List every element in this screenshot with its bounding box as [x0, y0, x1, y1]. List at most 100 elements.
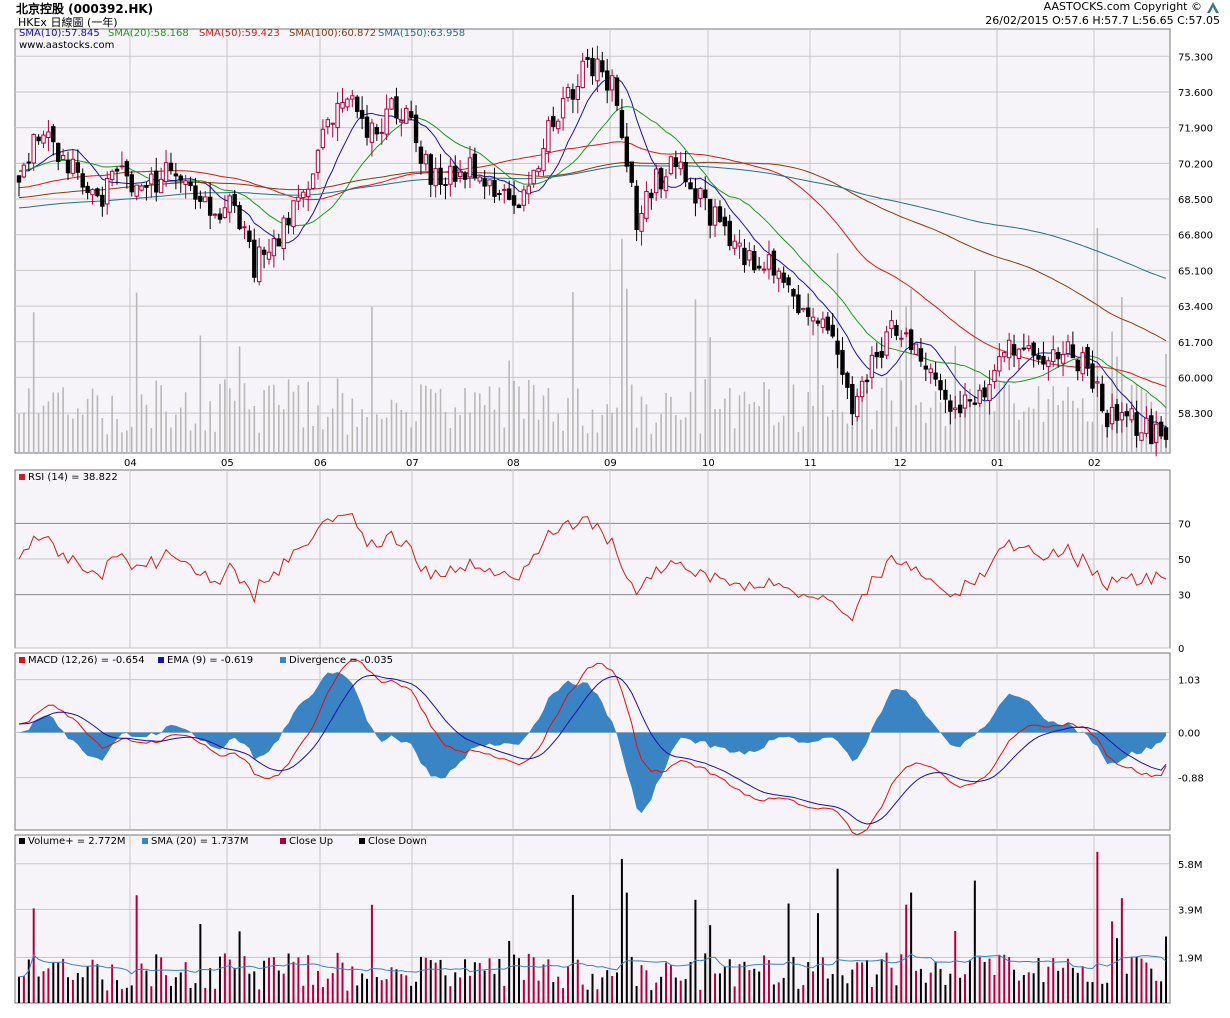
candle-body — [183, 180, 188, 185]
volume-bar — [640, 965, 643, 1003]
candle-body — [428, 154, 433, 185]
volume-bar — [62, 958, 65, 1003]
volume-bar — [704, 953, 707, 1003]
candle-body — [129, 174, 134, 193]
candle-body — [1080, 352, 1085, 375]
price-volume-bar — [748, 403, 751, 453]
volume-bar — [209, 968, 212, 1003]
volume-bar — [116, 980, 119, 1003]
candle-body — [840, 349, 845, 375]
price-volume-bar — [277, 404, 280, 453]
macd-y-tick-label: -0.88 — [1178, 774, 1204, 785]
price-volume-bar — [121, 432, 123, 453]
price-volume-bar — [581, 425, 584, 453]
volume-bar — [483, 970, 486, 1003]
candle-body — [232, 193, 237, 206]
candle-body — [36, 136, 41, 142]
price-volume-bar — [915, 405, 917, 453]
volume-bar — [1032, 973, 1035, 1003]
candle-body — [497, 193, 502, 196]
candle-body — [1065, 341, 1071, 355]
candle-body — [379, 131, 384, 134]
volume-bar — [292, 961, 295, 1003]
price-volume-bar — [993, 411, 996, 453]
candle-body — [291, 200, 296, 228]
candle-body — [188, 181, 193, 187]
volume-bar — [929, 972, 932, 1003]
candle-body — [506, 188, 512, 200]
volume-bar — [405, 975, 408, 1003]
website-label: www.aastocks.com — [19, 40, 114, 51]
price-volume-bar — [498, 387, 501, 453]
volume-bar — [959, 977, 962, 1003]
candle-body — [1075, 359, 1080, 372]
volume-bar — [243, 956, 246, 1003]
candle-body — [394, 96, 399, 119]
price-volume-bar — [214, 431, 216, 453]
volume-bar — [297, 957, 300, 1003]
volume-bar — [522, 979, 525, 1003]
volume-bar — [395, 969, 398, 1003]
price-volume-bar — [140, 394, 143, 453]
price-volume-bar — [1062, 400, 1064, 453]
price-volume-bar — [871, 429, 873, 453]
sma-legend-item: SMA(50):59.423 — [199, 28, 280, 39]
candle-body — [712, 206, 718, 226]
volume-bar — [954, 931, 957, 1003]
volume-bar — [199, 924, 202, 1003]
price-volume-bar — [91, 388, 94, 453]
volume-bar — [385, 979, 388, 1003]
price-volume-bar — [322, 429, 324, 453]
price-volume-bar — [106, 434, 109, 453]
candle-body — [864, 379, 870, 383]
volume-legend-label: SMA (20) = 1.737M — [151, 836, 249, 847]
volume-bar — [758, 971, 761, 1003]
volume-bar — [988, 958, 991, 1003]
candle-body — [590, 57, 595, 77]
x-tick-label: 04 — [124, 458, 137, 469]
candle-body — [913, 343, 919, 355]
volume-bar — [1160, 981, 1163, 1003]
volume-bar — [1115, 938, 1118, 1003]
price-volume-bar — [474, 392, 476, 453]
candle-body — [1119, 412, 1125, 421]
candle-body — [560, 97, 566, 119]
candle-body — [41, 134, 46, 144]
price-y-tick-label: 71.900 — [1178, 124, 1213, 135]
volume-bar — [120, 989, 123, 1003]
candle-body — [1011, 344, 1017, 356]
candle-body — [1041, 355, 1046, 365]
price-volume-bar — [130, 426, 133, 453]
candle-body — [46, 131, 51, 139]
volume-bar — [1057, 970, 1060, 1003]
price-volume-bar — [273, 384, 275, 453]
candle-body — [609, 75, 615, 91]
price-y-tick-label: 65.100 — [1178, 266, 1213, 277]
volume-bar — [694, 899, 697, 1003]
price-volume-bar — [508, 360, 510, 453]
candle-body — [237, 205, 242, 230]
price-volume-bar — [233, 400, 236, 453]
candle-body — [212, 213, 218, 216]
price-volume-bar — [376, 414, 378, 453]
volume-bar — [635, 985, 638, 1003]
price-volume-bar — [346, 434, 349, 453]
candle-body — [433, 168, 438, 187]
volume-bar — [1003, 954, 1006, 1003]
candle-body — [85, 185, 90, 194]
candle-body — [1070, 344, 1076, 359]
volume-bar — [885, 952, 888, 1003]
volume-bar — [562, 988, 565, 1003]
price-volume-bar — [807, 392, 809, 453]
price-volume-bar — [572, 292, 574, 453]
volume-bar — [964, 974, 967, 1003]
volume-bar — [464, 959, 467, 1003]
price-volume-bar — [42, 405, 45, 453]
volume-bar — [856, 962, 859, 1003]
volume-bar — [18, 976, 20, 1003]
price-volume-bar — [817, 319, 819, 453]
candle-body — [139, 185, 144, 191]
candle-body — [933, 372, 938, 380]
volume-bar — [601, 977, 604, 1003]
volume-bar — [169, 985, 172, 1003]
